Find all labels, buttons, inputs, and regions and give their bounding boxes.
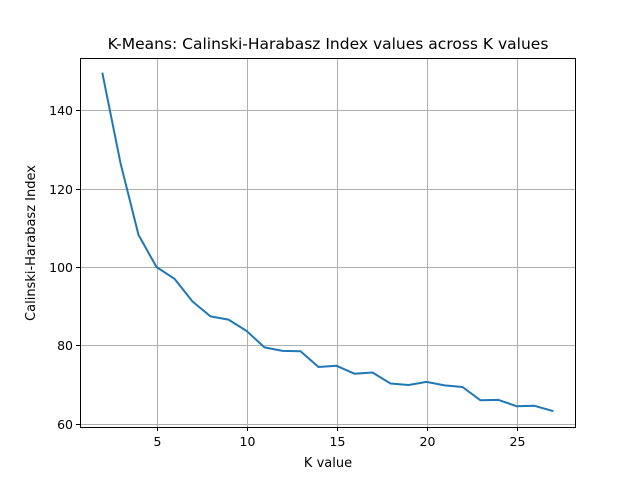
grid-lines <box>80 58 575 427</box>
y-tick-label: 80 <box>57 338 73 353</box>
x-tick-label: 5 <box>154 434 162 449</box>
series-layer <box>101 72 554 413</box>
chart-title: K-Means: Calinski-Harabasz Index values … <box>108 35 549 53</box>
y-tick-label: 140 <box>49 103 73 118</box>
y-axis-label: Calinski-Harabasz Index <box>24 165 39 321</box>
x-tick-label: 15 <box>330 434 346 449</box>
x-tick-label: 20 <box>420 434 436 449</box>
y-tick-label: 60 <box>57 417 73 432</box>
y-tick-label: 120 <box>49 182 73 197</box>
x-axis-label: K value <box>304 456 352 471</box>
x-tick-label: 10 <box>240 434 256 449</box>
y-tick-label: 100 <box>49 260 73 275</box>
series-line <box>101 72 554 413</box>
plot-frame <box>80 58 576 428</box>
x-tick-label: 25 <box>510 434 526 449</box>
axis-ticks: 5 10 15 20 25 60 80 100 120 140 <box>49 103 525 449</box>
